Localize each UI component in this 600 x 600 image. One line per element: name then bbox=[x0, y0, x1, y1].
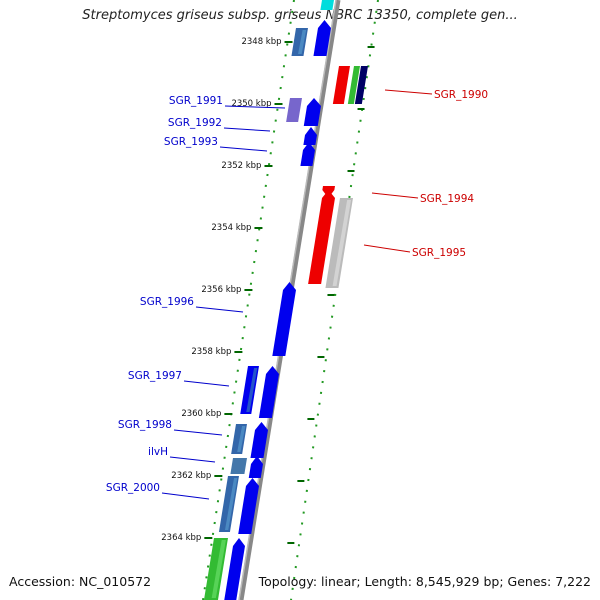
gene-sgr-1998b[interactable] bbox=[250, 422, 268, 458]
axis-tick-mark bbox=[234, 351, 243, 353]
axis-tick-mark bbox=[254, 227, 263, 229]
axis-tick-mark bbox=[214, 475, 223, 477]
gene-label-right[interactable]: SGR_1995 bbox=[412, 247, 466, 259]
gene-blue-top[interactable] bbox=[313, 20, 331, 56]
left-leader-line bbox=[224, 105, 286, 109]
gene-sgr-2000b[interactable] bbox=[238, 478, 259, 534]
axis-tick-mark-right bbox=[367, 46, 375, 48]
axis-tick-label: 2360 kbp bbox=[181, 409, 221, 419]
gene-label-left[interactable]: SGR_1991 bbox=[169, 95, 223, 107]
gene-blue-bottom[interactable] bbox=[224, 538, 245, 600]
axis-tick-label: 2358 kbp bbox=[191, 347, 231, 357]
gene-sgr-1998a-highlight bbox=[237, 426, 246, 452]
gene-ilvh[interactable] bbox=[230, 458, 247, 474]
genome-summary-text: Topology: linear; Length: 8,545,929 bp; … bbox=[258, 574, 591, 589]
gene-cyan-top[interactable] bbox=[320, 0, 334, 10]
left-leader-line bbox=[161, 492, 210, 500]
axis-tick-mark-right bbox=[307, 418, 315, 420]
axis-tick-label: 2350 kbp bbox=[231, 99, 271, 109]
axis-tick-mark-right bbox=[347, 170, 355, 172]
axis-tick-label: 2352 kbp bbox=[221, 161, 261, 171]
left-leader-line bbox=[219, 146, 268, 152]
gene-label-left[interactable]: SGR_1996 bbox=[140, 296, 194, 308]
gene-sgr-1996[interactable] bbox=[272, 282, 296, 356]
gene-sgr-1993b[interactable] bbox=[300, 142, 315, 166]
gene-sgr-1993a[interactable] bbox=[303, 127, 317, 145]
axis-tick-mark-right bbox=[297, 480, 305, 482]
gene-sgr-2000a-highlight bbox=[224, 478, 238, 530]
right-guide-line bbox=[290, 0, 379, 600]
gene-sgr-1997b[interactable] bbox=[258, 366, 279, 418]
axis-tick-label: 2354 kbp bbox=[211, 223, 251, 233]
gene-sgr-1990-green[interactable] bbox=[347, 66, 360, 104]
axis-tick-label: 2348 kbp bbox=[241, 37, 281, 47]
axis-tick-mark bbox=[264, 165, 273, 167]
right-leader-line bbox=[371, 192, 419, 199]
gene-label-left[interactable]: SGR_1992 bbox=[168, 117, 222, 129]
axis-tick-mark-right bbox=[287, 542, 295, 544]
gene-label-left[interactable]: SGR_1997 bbox=[128, 370, 182, 382]
left-leader-line bbox=[173, 429, 223, 436]
left-leader-line bbox=[223, 127, 271, 132]
axis-tick-mark-right bbox=[317, 356, 325, 358]
gene-green-bottom-highlight bbox=[211, 540, 226, 598]
axis-tick-mark bbox=[274, 103, 283, 105]
axis-tick-mark-right bbox=[357, 108, 365, 110]
gene-label-right[interactable]: SGR_1990 bbox=[434, 89, 488, 101]
gene-label-left[interactable]: SGR_1993 bbox=[164, 136, 218, 148]
gene-sgr-1997a-highlight bbox=[246, 368, 258, 412]
left-leader-line bbox=[169, 456, 216, 463]
gene-sgr-1991[interactable] bbox=[286, 98, 302, 122]
gene-label-left[interactable]: SGR_2000 bbox=[106, 482, 160, 494]
gene-sgr-1994[interactable] bbox=[308, 190, 335, 284]
gene-label-left[interactable]: SGR_1998 bbox=[118, 419, 172, 431]
gene-sgr-1992[interactable] bbox=[303, 98, 321, 126]
gene-sgr-1990-red[interactable] bbox=[332, 66, 350, 104]
gene-sgr-1990-navy[interactable] bbox=[354, 66, 368, 104]
left-leader-line bbox=[183, 380, 230, 387]
gene-label-left[interactable]: ilvH bbox=[148, 446, 168, 458]
right-leader-line bbox=[384, 89, 433, 95]
right-leader-line bbox=[363, 244, 411, 253]
axis-tick-mark bbox=[244, 289, 253, 291]
axis-tick-mark bbox=[224, 413, 233, 415]
gene-ilvh-b[interactable] bbox=[248, 456, 263, 478]
axis-tick-label: 2362 kbp bbox=[171, 471, 211, 481]
gene-sgr-1995-highlight bbox=[332, 200, 352, 286]
axis-tick-label: 2356 kbp bbox=[201, 285, 241, 295]
genome-title: Streptomyces griseus subsp. griseus NBRC… bbox=[82, 8, 518, 23]
gene-steel-top-highlight bbox=[298, 30, 307, 54]
accession-text: Accession: NC_010572 bbox=[9, 574, 152, 589]
gene-label-right[interactable]: SGR_1994 bbox=[420, 193, 474, 205]
left-leader-line bbox=[195, 306, 244, 313]
axis-tick-mark-right bbox=[327, 294, 335, 296]
axis-tick-mark bbox=[284, 41, 293, 43]
axis-tick-label: 2364 kbp bbox=[161, 533, 201, 543]
axis-tick-mark bbox=[204, 537, 213, 539]
